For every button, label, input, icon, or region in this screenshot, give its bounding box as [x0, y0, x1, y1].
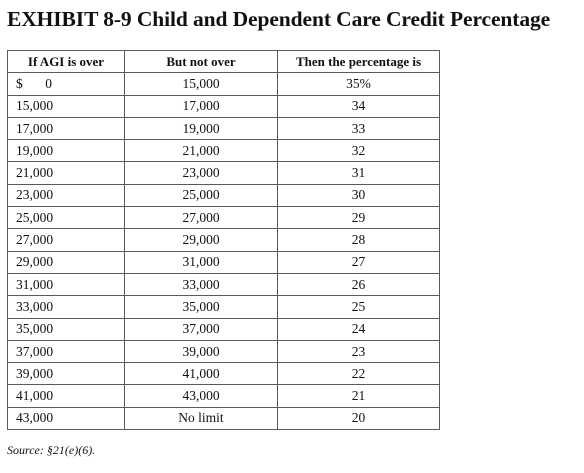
cell-percentage: 31 — [277, 161, 440, 185]
table-row: 29,000 31,000 27 — [7, 250, 440, 274]
table-row: 27,000 29,000 28 — [7, 228, 440, 252]
cell-but-not-over: 15,000 — [124, 72, 278, 96]
cell-agi-over: 21,000 — [7, 161, 125, 185]
cell-but-not-over: 43,000 — [124, 384, 278, 408]
cell-but-not-over: 41,000 — [124, 362, 278, 386]
table-row: 41,000 43,000 21 — [7, 384, 440, 408]
cell-agi-over: 29,000 — [7, 250, 125, 274]
table-row: 31,000 33,000 26 — [7, 272, 440, 297]
cell-agi-over-value: 0 — [45, 75, 52, 91]
cell-agi-over: 43,000 — [7, 406, 125, 431]
cell-percentage: 25 — [277, 295, 440, 319]
cell-but-not-over: 17,000 — [124, 94, 278, 118]
table-row: 39,000 41,000 22 — [7, 362, 440, 386]
cell-percentage: 35% — [277, 72, 440, 96]
cell-but-not-over: 31,000 — [124, 250, 278, 274]
cell-agi-over: 31,000 — [7, 272, 125, 297]
cell-agi-over: 37,000 — [7, 339, 125, 364]
cell-but-not-over: 37,000 — [124, 317, 278, 341]
cell-agi-over: 35,000 — [7, 317, 125, 341]
cell-agi-over: 25,000 — [7, 206, 125, 230]
cell-agi-over: 41,000 — [7, 384, 125, 408]
table-row: 17,000 19,000 33 — [7, 116, 440, 141]
table-row: 43,000 No limit 20 — [7, 406, 440, 431]
table-row: 35,000 37,000 24 — [7, 317, 440, 341]
credit-percentage-table: If AGI is over But not over Then the per… — [7, 49, 440, 431]
table-row: 25,000 27,000 29 — [7, 206, 440, 230]
table-row: 23,000 25,000 30 — [7, 183, 440, 208]
table-row: 19,000 21,000 32 — [7, 139, 440, 163]
cell-percentage: 20 — [277, 406, 440, 431]
cell-agi-over: 23,000 — [7, 183, 125, 208]
table-row: 37,000 39,000 23 — [7, 339, 440, 364]
cell-percentage: 29 — [277, 206, 440, 230]
table-row: 21,000 23,000 31 — [7, 161, 440, 185]
cell-agi-over: $ 0 — [7, 72, 125, 96]
cell-but-not-over: 25,000 — [124, 183, 278, 208]
cell-percentage: 28 — [277, 228, 440, 252]
header-but-not-over: But not over — [124, 49, 278, 74]
cell-percentage: 26 — [277, 272, 440, 297]
cell-agi-over: 17,000 — [7, 116, 125, 141]
cell-percentage: 33 — [277, 116, 440, 141]
cell-but-not-over: 23,000 — [124, 161, 278, 185]
cell-agi-over: 19,000 — [7, 139, 125, 163]
table-header-row: If AGI is over But not over Then the per… — [7, 49, 440, 74]
cell-but-not-over: 21,000 — [124, 139, 278, 163]
currency-symbol: $ — [16, 75, 23, 91]
cell-but-not-over: 27,000 — [124, 206, 278, 230]
cell-percentage: 30 — [277, 183, 440, 208]
cell-agi-over: 39,000 — [7, 362, 125, 386]
cell-percentage: 34 — [277, 94, 440, 118]
cell-but-not-over: 29,000 — [124, 228, 278, 252]
table-row: $ 0 15,000 35% — [7, 72, 440, 96]
exhibit-title: EXHIBIT 8-9 Child and Dependent Care Cre… — [7, 7, 551, 31]
table-row: 15,000 17,000 34 — [7, 94, 440, 118]
cell-agi-over: 15,000 — [7, 94, 125, 118]
cell-but-not-over: No limit — [124, 406, 278, 431]
cell-but-not-over: 33,000 — [124, 272, 278, 297]
cell-percentage: 22 — [277, 362, 440, 386]
table-row: 33,000 35,000 25 — [7, 295, 440, 319]
source-note: Source: §21(e)(6). — [7, 443, 96, 457]
cell-percentage: 21 — [277, 384, 440, 408]
cell-percentage: 23 — [277, 339, 440, 364]
cell-agi-over: 33,000 — [7, 295, 125, 319]
header-percentage: Then the percentage is — [277, 49, 440, 74]
cell-percentage: 24 — [277, 317, 440, 341]
cell-but-not-over: 19,000 — [124, 116, 278, 141]
cell-percentage: 27 — [277, 250, 440, 274]
cell-percentage: 32 — [277, 139, 440, 163]
cell-agi-over: 27,000 — [7, 228, 125, 252]
cell-but-not-over: 35,000 — [124, 295, 278, 319]
header-agi-over: If AGI is over — [7, 49, 125, 74]
cell-but-not-over: 39,000 — [124, 339, 278, 364]
